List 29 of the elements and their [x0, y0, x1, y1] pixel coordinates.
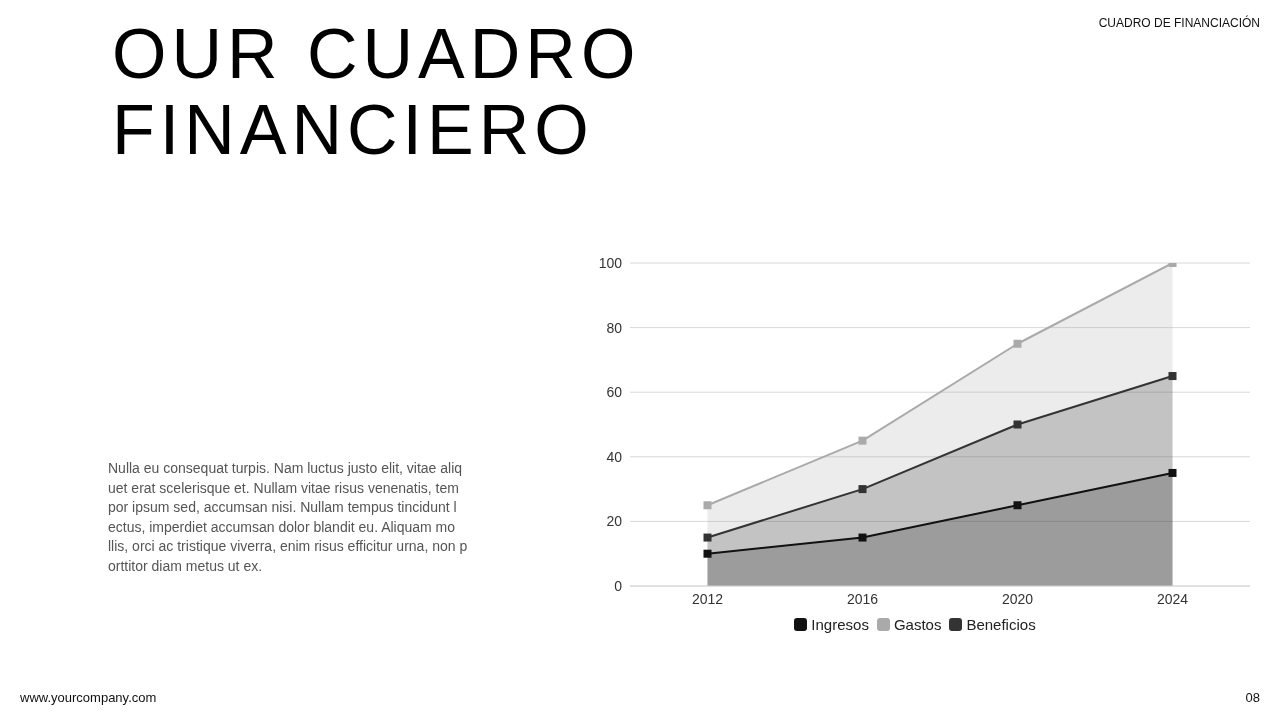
point	[858, 436, 867, 445]
point	[703, 549, 712, 558]
text: 08	[1245, 690, 1260, 705]
y-tick-label: 20	[606, 513, 623, 530]
text: CUADRO DE FINANCIACIÓN	[1098, 16, 1260, 30]
legend-label: Beneficios	[965, 616, 1036, 633]
x-tick-label: 2012	[691, 590, 724, 607]
chart-title: OUR CUADRO FINANCIERO	[112, 15, 642, 169]
point	[1168, 468, 1177, 477]
point	[1013, 339, 1022, 348]
y-tick-label: 100	[598, 254, 623, 271]
legend-label: Ingresos	[810, 616, 869, 633]
text: www.yourcompany.com	[20, 690, 157, 705]
x-tick-label: 2016	[846, 590, 879, 607]
point	[858, 485, 867, 494]
point	[1013, 420, 1022, 429]
point	[703, 501, 712, 510]
x-tick-label: 2020	[1001, 590, 1034, 607]
point	[1168, 372, 1177, 381]
y-tick-label: 40	[606, 448, 623, 465]
y-tick-label: 80	[606, 319, 623, 336]
y-tick-label: 0	[614, 577, 623, 594]
y-tick-label: 60	[606, 384, 623, 401]
legend-label: Gastos	[892, 616, 942, 633]
text: Nulla eu consequat turpis. Nam luctus justo elit, vitae aliq uet erat scelerisque et. Nullam vitae risus venenatis, tem por ipsum sed, accumsan nisi. Nullam tempus tincidunt l ectus, imperdiet accumsan dolor blandit eu. Aliquam mo llis, orci ac tristique viverra, enim risus efficitur urna, non p orttitor diam metus ut ex.	[108, 459, 469, 576]
point	[858, 533, 867, 542]
point	[1013, 501, 1022, 510]
point	[703, 533, 712, 542]
x-tick-label: 2024	[1156, 590, 1189, 607]
